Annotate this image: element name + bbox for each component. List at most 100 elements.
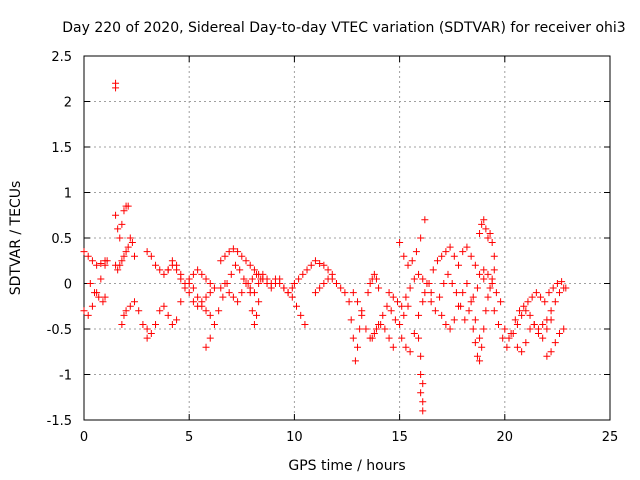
data-point [467, 252, 475, 260]
data-point [372, 275, 380, 283]
data-point [238, 289, 246, 297]
data-point [320, 261, 328, 269]
data-point [452, 289, 460, 297]
data-point [316, 259, 324, 267]
data-point [471, 261, 479, 269]
data-point [130, 298, 138, 306]
y-tick-label: 1 [64, 187, 72, 202]
data-point [122, 248, 130, 256]
data-point [301, 320, 309, 328]
data-point [541, 298, 549, 306]
data-point [84, 252, 92, 260]
x-tick-label: 0 [80, 430, 88, 445]
data-point [202, 293, 210, 301]
data-point [370, 330, 378, 338]
data-point [511, 316, 519, 324]
data-point [240, 275, 248, 283]
series-track-w [398, 298, 427, 356]
data-point [345, 298, 353, 306]
data-point [120, 252, 128, 260]
data-point [152, 261, 160, 269]
data-point [560, 325, 568, 333]
data-point [164, 311, 172, 319]
data-point [509, 330, 517, 338]
series-track-s [364, 270, 383, 297]
y-axis-label: SDTVAR / TECUs [8, 181, 24, 296]
data-point [229, 293, 237, 301]
data-point [547, 316, 555, 324]
data-point [490, 252, 498, 260]
data-point [488, 280, 496, 287]
data-point [537, 293, 545, 301]
series-track-e [112, 234, 138, 274]
data-point [181, 280, 189, 287]
data-point [551, 298, 559, 306]
data-point [396, 239, 404, 247]
data-point [501, 325, 509, 333]
x-tick-label: 15 [391, 430, 408, 445]
data-point [526, 311, 534, 319]
data-point [381, 325, 389, 333]
data-point [377, 320, 385, 328]
data-point [480, 266, 488, 274]
data-point [271, 275, 279, 283]
data-point [556, 330, 564, 338]
data-point [421, 216, 429, 224]
data-point [349, 334, 357, 342]
data-point [415, 311, 423, 319]
series-track-ad [480, 266, 505, 306]
data-point [513, 320, 521, 328]
data-point [415, 334, 423, 342]
data-point [221, 280, 229, 287]
data-point [471, 316, 479, 324]
data-point [455, 302, 463, 310]
data-point [524, 298, 532, 306]
data-point [332, 280, 340, 287]
data-point [116, 261, 124, 269]
data-point [522, 307, 530, 315]
data-point [545, 289, 553, 297]
data-point [259, 270, 267, 278]
data-point [202, 343, 210, 351]
data-point [95, 293, 103, 301]
data-point [499, 334, 507, 342]
data-point [185, 275, 193, 283]
series-track-y [421, 243, 488, 297]
data-point [450, 316, 458, 324]
series-track-r [349, 289, 412, 342]
data-point [234, 298, 242, 306]
data-point [513, 343, 521, 351]
data-point [534, 330, 542, 338]
data-point [246, 289, 254, 297]
data-point [467, 298, 475, 306]
data-point [103, 257, 111, 265]
series-track-o [290, 257, 340, 287]
data-point [217, 257, 225, 265]
data-point [299, 270, 307, 278]
data-point [120, 311, 128, 319]
data-point [473, 352, 481, 360]
series-track-t [368, 320, 397, 351]
data-point [194, 293, 202, 301]
data-point [238, 252, 246, 260]
series-track-b [80, 257, 111, 319]
data-point [293, 302, 301, 310]
series-track-j [202, 261, 265, 351]
data-point [492, 289, 500, 297]
data-point [337, 284, 345, 292]
data-point [419, 298, 427, 306]
data-point [463, 243, 471, 251]
data-point [436, 293, 444, 301]
x-tick-label: 25 [602, 430, 619, 445]
data-point [482, 307, 490, 315]
data-point [419, 275, 427, 283]
data-point [311, 289, 319, 297]
data-point [478, 343, 486, 351]
data-point [465, 307, 473, 315]
data-point [219, 293, 227, 301]
data-point [486, 284, 494, 292]
data-point [97, 275, 105, 283]
data-point [112, 211, 120, 219]
data-point [189, 284, 197, 292]
data-point [551, 339, 559, 347]
